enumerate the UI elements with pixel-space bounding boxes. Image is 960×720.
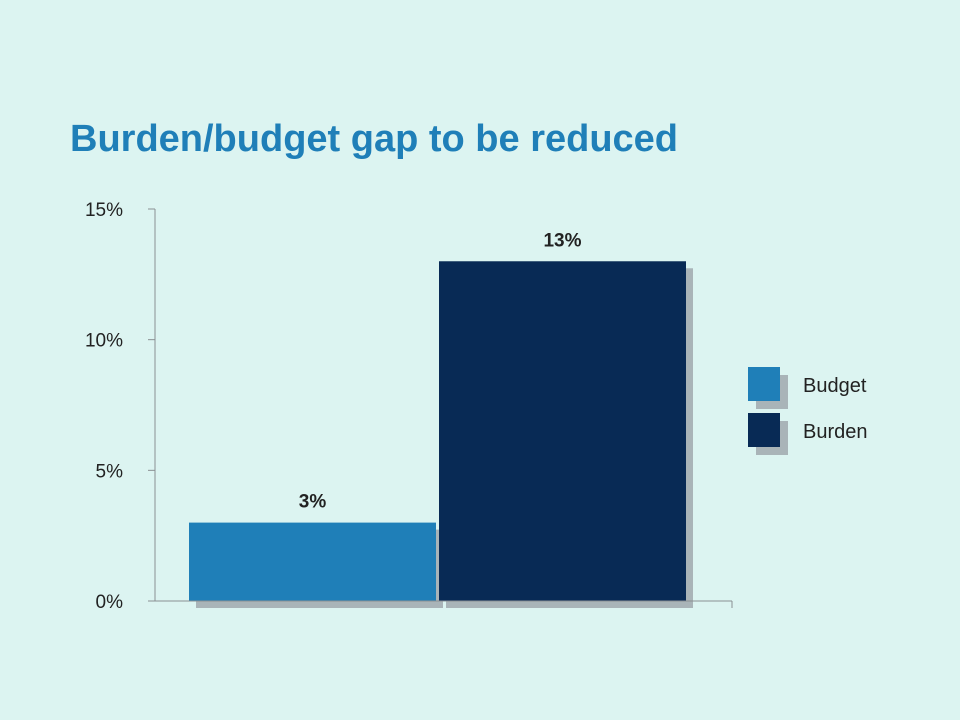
y-tick-label: 10% — [85, 331, 123, 352]
legend-swatch-budget — [748, 367, 780, 401]
data-label-budget: 3% — [299, 492, 327, 513]
y-tick-label: 0% — [96, 592, 124, 613]
bar-budget — [189, 522, 436, 601]
legend-label-budget: Budget — [803, 375, 867, 397]
legend-swatch-burden — [748, 413, 780, 447]
bar-burden — [439, 261, 686, 601]
y-tick-label: 5% — [96, 461, 124, 482]
data-label-burden: 13% — [543, 230, 581, 251]
chart-title: Burden/budget gap to be reduced — [70, 118, 679, 160]
y-tick-label: 15% — [85, 200, 123, 221]
legend-label-burden: Burden — [803, 421, 868, 443]
